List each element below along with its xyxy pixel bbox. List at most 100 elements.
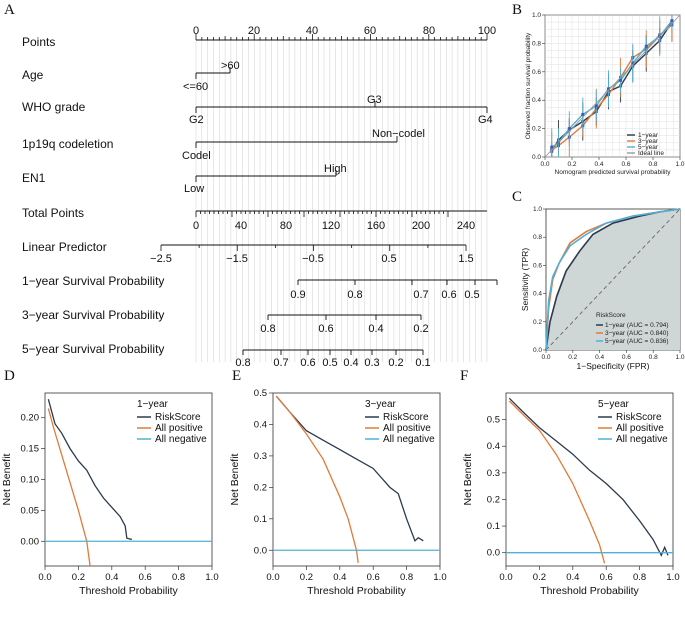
roc-ytick-label: 0.4 <box>533 291 542 298</box>
nomogram: Points 0 20 40 60 80 100 Age >60 <=60 WH… <box>22 25 498 369</box>
roc-legend-label: 3−year (AUC = 0.840) <box>605 330 669 337</box>
surv3-ticks <box>267 315 422 320</box>
surv5-ticks <box>242 350 424 355</box>
calibration-ytick-label: 0.0 <box>532 154 541 161</box>
calibration-ytick-label: 0.4 <box>532 97 541 104</box>
roc-xtick-label: 0.6 <box>622 354 631 361</box>
nomo-surv3-label: 3−year Survival Probability <box>22 308 164 322</box>
calibration-line-3 <box>544 14 681 158</box>
dca-ytick-label: 0.5 <box>254 388 267 399</box>
dca-legend-label: All positive <box>616 423 664 434</box>
calibration-point <box>550 145 554 149</box>
calibration-point <box>670 19 674 23</box>
points-tick-60: 60 <box>364 25 376 37</box>
calibration-legend-label: Ideal line <box>638 150 664 157</box>
dca-xtick-label: 0.4 <box>105 572 118 583</box>
dca-xtick-label: 0.8 <box>172 572 185 583</box>
calibration-point <box>594 104 598 108</box>
roc-ylabel: Sensitivity (TPR) <box>520 248 530 311</box>
surv5-tick-1: 0.8 <box>235 357 250 369</box>
roc-xtick-label: 0.8 <box>649 354 658 361</box>
dca-line-1 <box>275 395 359 563</box>
linear-tick-3: −0.5 <box>302 253 324 265</box>
dca-xtick-label: 0.0 <box>499 572 512 583</box>
dca-legend-label: All positive <box>155 423 203 434</box>
nomo-linear-label: Linear Predictor <box>22 240 107 254</box>
dca-legend-label: All negative <box>155 434 207 445</box>
dca-line-0 <box>275 395 424 542</box>
dca-legend-label: RiskScore <box>155 412 201 423</box>
total-tick-160: 160 <box>367 220 385 232</box>
surv5-tick-6: 0.3 <box>364 357 379 369</box>
surv3-tick-4: 0.2 <box>413 323 428 335</box>
dca-xtick-label: 1.0 <box>433 572 446 583</box>
nomo-en1-label: EN1 <box>22 171 46 185</box>
dca-xtick-label: 0.4 <box>333 572 346 583</box>
dca-ytick-label: 0.20 <box>21 413 40 424</box>
calibration-ytick-label: 1.0 <box>532 12 541 19</box>
linear-ticks <box>160 245 467 251</box>
dca-legend-title: 5−year <box>598 399 630 410</box>
total-tick-200: 200 <box>412 220 430 232</box>
linear-tick-1: −2.5 <box>150 253 172 265</box>
surv3-tick-3: 0.4 <box>368 323 383 335</box>
total-tick-0: 0 <box>193 220 199 232</box>
dca-xtick-label: 0.2 <box>533 572 546 583</box>
calibration-xtick-label: 1.0 <box>675 161 684 168</box>
dca-xtick-label: 0.6 <box>367 572 380 583</box>
dca-xtick-label: 1.0 <box>205 572 218 583</box>
dca-ytick-label: 0.5 <box>487 415 500 426</box>
roc-auc-area <box>546 209 680 350</box>
dca-1year-chart: 0.0 0.2 0.4 0.6 0.8 1.0 0.00 0.05 0.10 0.15 0.20 Th… <box>1 392 219 597</box>
dca-xlabel: Threshold Probability <box>79 585 178 597</box>
surv1-tick-1: 0.9 <box>290 289 305 301</box>
dca-xtick-label: 0.2 <box>72 572 85 583</box>
surv3-tick-2: 0.6 <box>318 323 333 335</box>
dca-legend-label: All negative <box>383 434 435 445</box>
en1-level-high: High <box>324 163 347 175</box>
dca-xtick-label: 1.0 <box>666 572 679 583</box>
dca-ytick-label: 0.10 <box>21 475 40 486</box>
dca-legend-label: All positive <box>383 423 431 434</box>
calibration-xtick-label: 0.2 <box>567 161 576 168</box>
dca-ytick-label: 0.0 <box>487 548 500 559</box>
roc-ytick-label: 0.6 <box>533 262 542 269</box>
roc-xtick-label: 1.0 <box>675 354 684 361</box>
surv5-tick-8: 0.1 <box>415 357 430 369</box>
surv5-tick-5: 0.4 <box>343 357 358 369</box>
dca-ytick-label: 0.15 <box>21 444 40 455</box>
dca-xtick-label: 0.8 <box>400 572 413 583</box>
dca-ytick-label: 0.05 <box>21 505 40 516</box>
total-tick-40: 40 <box>235 220 247 232</box>
calibration-point <box>631 61 635 65</box>
dca-xtick-label: 0.6 <box>139 572 152 583</box>
dca-ytick-label: 0.1 <box>487 521 500 532</box>
calibration-ylabel: Observed fraction survival probability <box>525 32 532 139</box>
dca-legend-title: 1−year <box>137 399 169 410</box>
who-level-g3: G3 <box>367 94 382 106</box>
dca-legend-label: All negative <box>616 434 668 445</box>
nomogram-gridlines <box>195 40 488 362</box>
roc-ytick-label: 0.8 <box>533 234 542 241</box>
age-level-young: <=60 <box>183 81 208 93</box>
panel-letter-f: F <box>460 368 468 384</box>
roc-xtick-label: 0.0 <box>541 354 550 361</box>
dca-xtick-label: 0.4 <box>566 572 579 583</box>
calibration-legend-label: 5−year <box>638 144 659 151</box>
surv1-tick-3: 0.7 <box>413 289 428 301</box>
panel-letter-b: B <box>512 2 522 18</box>
total-ticks <box>195 211 449 217</box>
calibration-xtick-label: 0.6 <box>621 161 630 168</box>
calibration-ytick-label: 0.2 <box>532 126 541 133</box>
dca-ylabel: Net Benefit <box>462 453 474 505</box>
calibration-point <box>644 44 648 48</box>
calibration-xtick-label: 0.8 <box>648 161 657 168</box>
roc-ytick-label: 1.0 <box>533 206 542 213</box>
dca-line-0 <box>47 399 132 541</box>
nomo-surv5-label: 5−year Survival Probability <box>22 342 164 356</box>
roc-legend-title: RiskScore <box>596 312 626 319</box>
calibration-point <box>581 112 585 116</box>
roc-xtick-label: 0.4 <box>595 354 604 361</box>
roc-chart: 0.0 0.2 0.4 0.6 0.8 1.0 0.0 0.2 0.4 0.6 0.8 1.0 1−Sp… <box>520 206 685 371</box>
dca-ytick-label: 0.3 <box>487 468 500 479</box>
